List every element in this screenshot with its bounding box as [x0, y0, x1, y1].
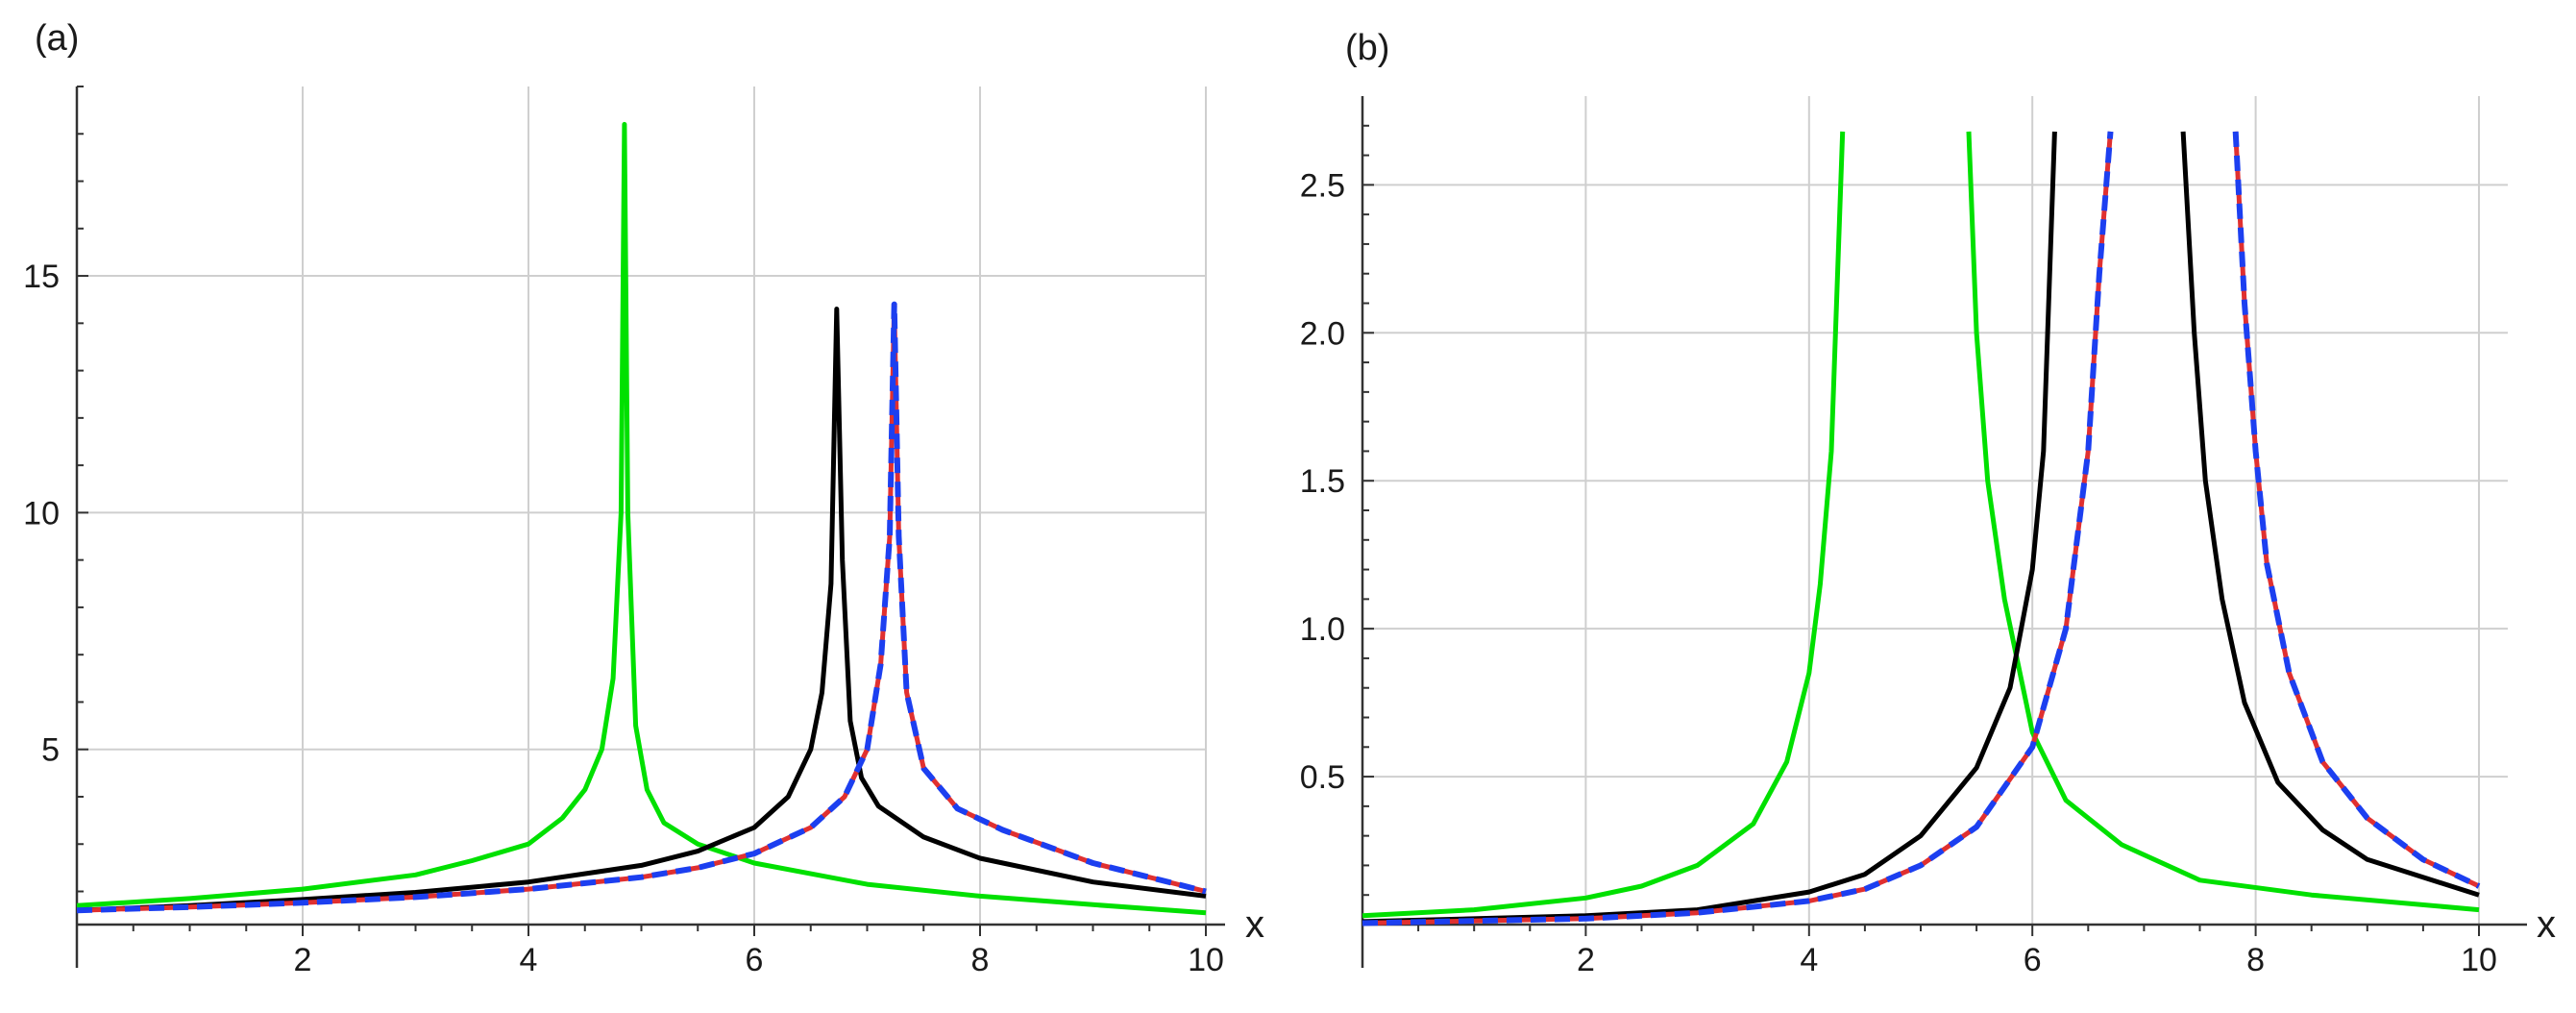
- series-line: [1362, 131, 2114, 927]
- panel-a: 2 4 6 8 10 5 10 15 x (a): [23, 18, 1264, 978]
- y-tick-label: 10: [23, 495, 60, 531]
- y-tick-label: 5: [41, 732, 60, 769]
- panel-label: (b): [1345, 28, 1389, 68]
- series-line: [2180, 131, 2480, 898]
- x-tick-label: 2: [294, 942, 312, 978]
- x-axis-label: x: [1245, 903, 1264, 946]
- y-tick-label: 1.0: [1300, 611, 1345, 648]
- y-tick-label: 2.5: [1300, 167, 1345, 204]
- x-axis-label: x: [2537, 903, 2556, 946]
- series-line: [76, 307, 1207, 913]
- series-line: [2232, 131, 2481, 889]
- x-tick-label: 10: [1188, 942, 1224, 978]
- x-tick-label: 8: [971, 942, 990, 978]
- series-line: [76, 301, 1207, 914]
- series-line: [1362, 131, 1846, 919]
- y-tick-label: 1.5: [1300, 463, 1345, 500]
- y-tick-label: 0.5: [1300, 759, 1345, 796]
- x-tick-label: 6: [746, 942, 764, 978]
- series-line: [76, 302, 1207, 913]
- panel-label: (a): [35, 18, 79, 59]
- x-tick-label: 6: [2024, 942, 2042, 978]
- series-line: [1362, 131, 2113, 926]
- y-tick-label: 15: [23, 259, 60, 295]
- x-tick-label: 2: [1577, 942, 1595, 978]
- x-tick-label: 8: [2246, 942, 2265, 978]
- series-line: [1362, 131, 2057, 925]
- x-tick-label: 4: [1800, 942, 1818, 978]
- y-tick-label: 2.0: [1300, 315, 1345, 352]
- x-tick-label: 4: [520, 942, 538, 978]
- panel-b: 2 4 6 8 10 0.5 1.0 1.5 2.0 2.5 x (b): [1300, 28, 2556, 978]
- series-line: [1966, 131, 2480, 913]
- x-tick-label: 10: [2461, 942, 2497, 978]
- series-line: [76, 121, 1207, 916]
